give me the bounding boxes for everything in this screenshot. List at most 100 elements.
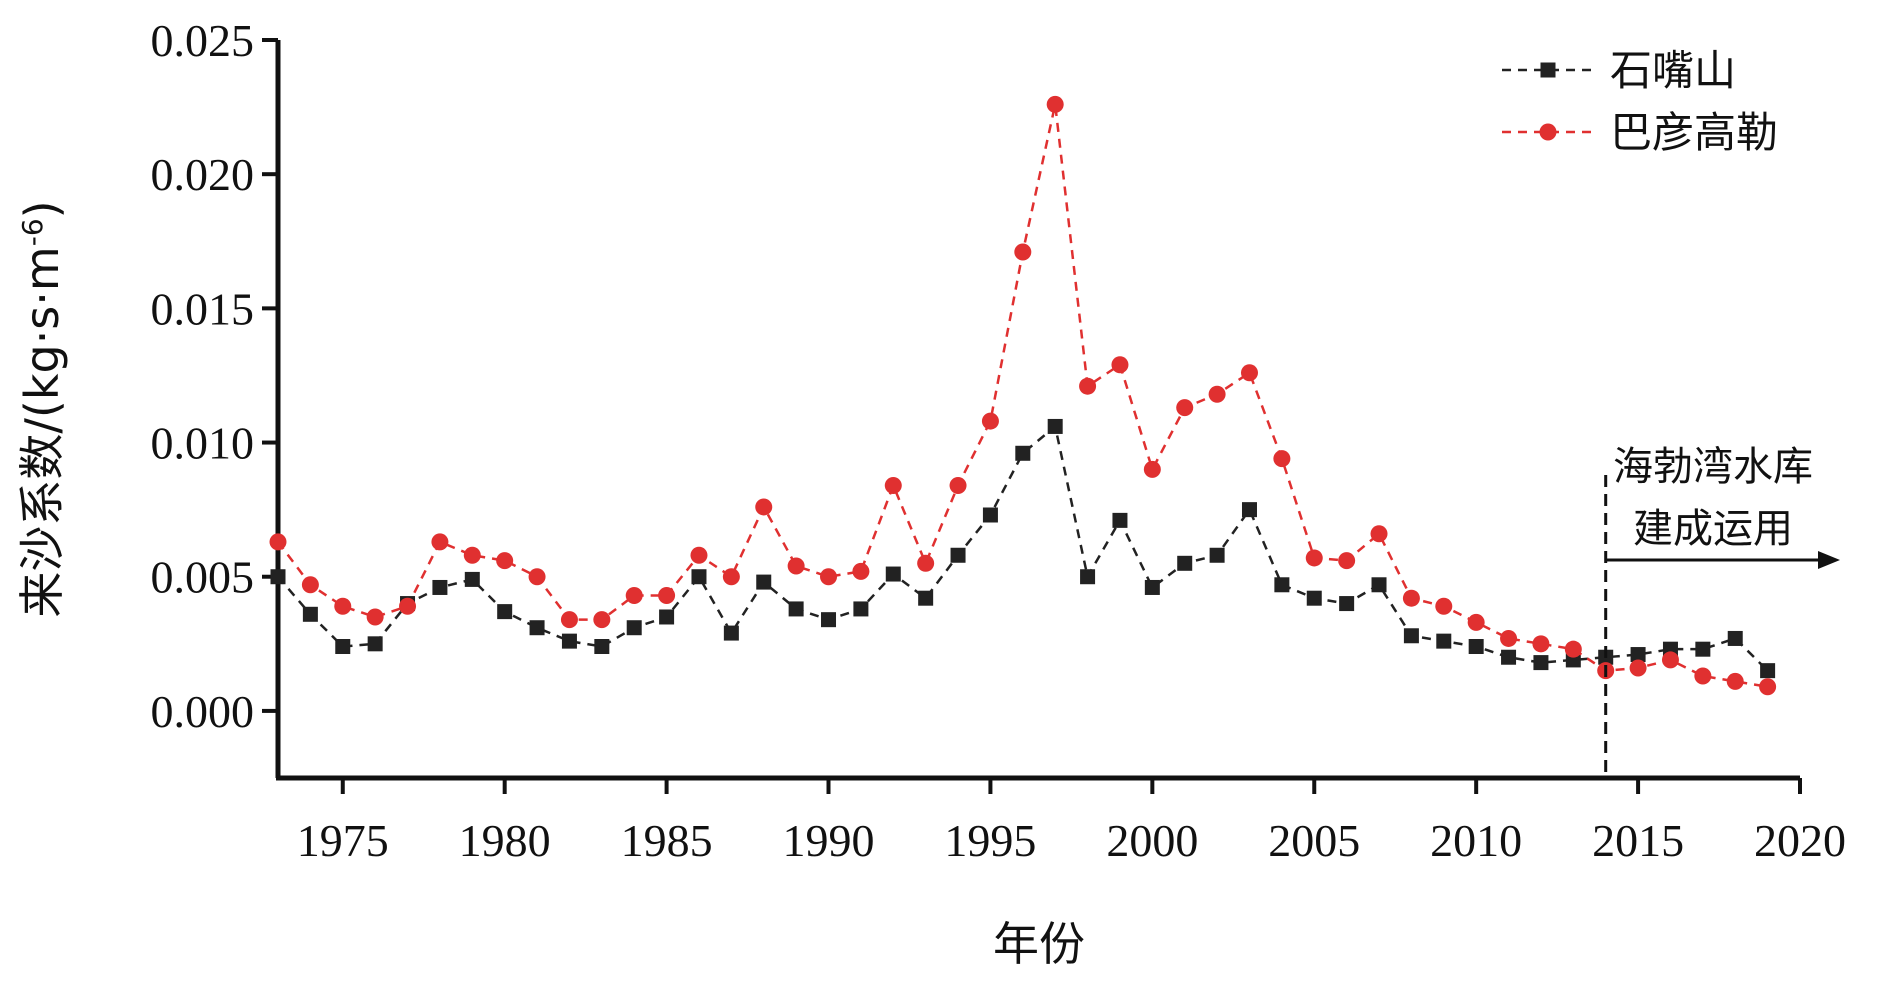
data-point xyxy=(1274,577,1290,593)
legend-item: 石嘴山 xyxy=(1502,46,1736,95)
data-point xyxy=(625,587,643,605)
data-point xyxy=(1695,641,1711,657)
y-tick-label: 0.000 xyxy=(151,686,255,737)
axes xyxy=(275,40,1800,781)
data-point xyxy=(820,568,838,586)
y-axis-title: 来沙系数/(kg·s·m-6) xyxy=(15,200,69,617)
x-tick-label: 1980 xyxy=(459,815,551,866)
data-point xyxy=(950,547,966,563)
data-point xyxy=(1047,418,1063,434)
data-point xyxy=(1112,512,1128,528)
data-point xyxy=(1209,547,1225,563)
data-point xyxy=(270,569,286,585)
y-axis-title-close: ) xyxy=(15,200,69,218)
data-point xyxy=(1564,640,1582,658)
data-point xyxy=(691,569,707,585)
data-point xyxy=(1046,95,1064,113)
data-point xyxy=(1630,647,1646,663)
data-point xyxy=(1014,243,1032,261)
data-point xyxy=(1079,377,1097,395)
data-point xyxy=(885,566,901,582)
data-point xyxy=(1501,649,1517,665)
data-point xyxy=(659,609,675,625)
data-point xyxy=(884,476,902,494)
data-point xyxy=(1760,663,1776,679)
data-point xyxy=(496,552,514,570)
data-point xyxy=(918,590,934,606)
y-tick-label: 0.020 xyxy=(151,149,255,200)
y-tick-label: 0.025 xyxy=(151,15,255,66)
series-layer xyxy=(269,95,1777,696)
data-point xyxy=(367,636,383,652)
data-point xyxy=(335,639,351,655)
data-point xyxy=(302,606,318,622)
data-point xyxy=(463,546,481,564)
x-tick-label: 1990 xyxy=(783,815,875,866)
data-point xyxy=(755,498,773,516)
x-tick-label: 1975 xyxy=(297,815,389,866)
data-point xyxy=(1080,569,1096,585)
legend-marker xyxy=(1539,123,1557,141)
data-point xyxy=(593,611,611,629)
series-line xyxy=(277,424,1769,672)
data-point xyxy=(658,587,676,605)
data-point xyxy=(1241,502,1257,518)
data-point xyxy=(788,601,804,617)
data-point xyxy=(1338,552,1356,570)
data-point xyxy=(722,568,740,586)
data-point xyxy=(756,574,772,590)
y-tick-label: 0.010 xyxy=(151,418,255,469)
data-point xyxy=(1208,385,1226,403)
x-tick-label: 1985 xyxy=(621,815,713,866)
x-tick-label: 2010 xyxy=(1430,815,1522,866)
data-point xyxy=(1532,635,1550,653)
data-point xyxy=(853,601,869,617)
data-point xyxy=(1403,628,1419,644)
y-tick-label: 0.005 xyxy=(151,552,255,603)
data-point xyxy=(1759,678,1777,696)
data-point xyxy=(917,554,935,572)
data-point xyxy=(1111,356,1129,374)
data-point xyxy=(432,579,448,595)
series-2 xyxy=(269,95,1777,696)
x-axis-ticks: 1975 1980 1985 1990 1995 2000 2005 2010 2015 2020 xyxy=(297,778,1846,866)
data-point xyxy=(1468,639,1484,655)
reservoir-annotation-line1: 海勃湾水库 xyxy=(1613,444,1813,490)
data-point xyxy=(561,633,577,649)
data-point xyxy=(1370,525,1388,543)
data-point xyxy=(1339,596,1355,612)
y-tick-label: 0.015 xyxy=(151,283,255,334)
y-axis-ticks: 0.000 0.005 0.010 0.015 0.020 0.025 xyxy=(151,15,278,737)
data-point xyxy=(1371,577,1387,593)
x-axis-title: 年份 xyxy=(993,917,1085,971)
data-point xyxy=(269,533,287,551)
data-point xyxy=(399,597,417,615)
data-point xyxy=(723,625,739,641)
data-point xyxy=(560,611,578,629)
reservoir-annotation: 海勃湾水库 建成运用 xyxy=(1604,444,1840,778)
data-point xyxy=(366,608,384,626)
data-point xyxy=(1435,597,1453,615)
data-point xyxy=(1694,667,1712,685)
x-tick-label: 1995 xyxy=(944,815,1036,866)
legend-item: 巴彦高勒 xyxy=(1502,108,1778,157)
data-point xyxy=(1305,549,1323,567)
data-point xyxy=(431,533,449,551)
data-point xyxy=(1273,450,1291,468)
x-tick-label: 2020 xyxy=(1754,815,1846,866)
data-point xyxy=(1240,364,1258,382)
legend-label: 巴彦高勒 xyxy=(1610,108,1778,157)
y-axis-title-main: 来沙系数/(kg·s·m xyxy=(15,246,69,617)
x-tick-label: 2015 xyxy=(1592,815,1684,866)
data-point xyxy=(1015,445,1031,461)
x-tick-label: 2000 xyxy=(1106,815,1198,866)
y-axis-title-superscript: -6 xyxy=(16,218,49,246)
data-point xyxy=(1467,613,1485,631)
data-point xyxy=(787,557,805,575)
data-point xyxy=(497,604,513,620)
data-point xyxy=(982,507,998,523)
data-point xyxy=(1629,659,1647,677)
svg-text:来沙系数/(kg·s·m-6): 来沙系数/(kg·s·m-6) xyxy=(15,200,69,617)
data-point xyxy=(1500,629,1518,647)
